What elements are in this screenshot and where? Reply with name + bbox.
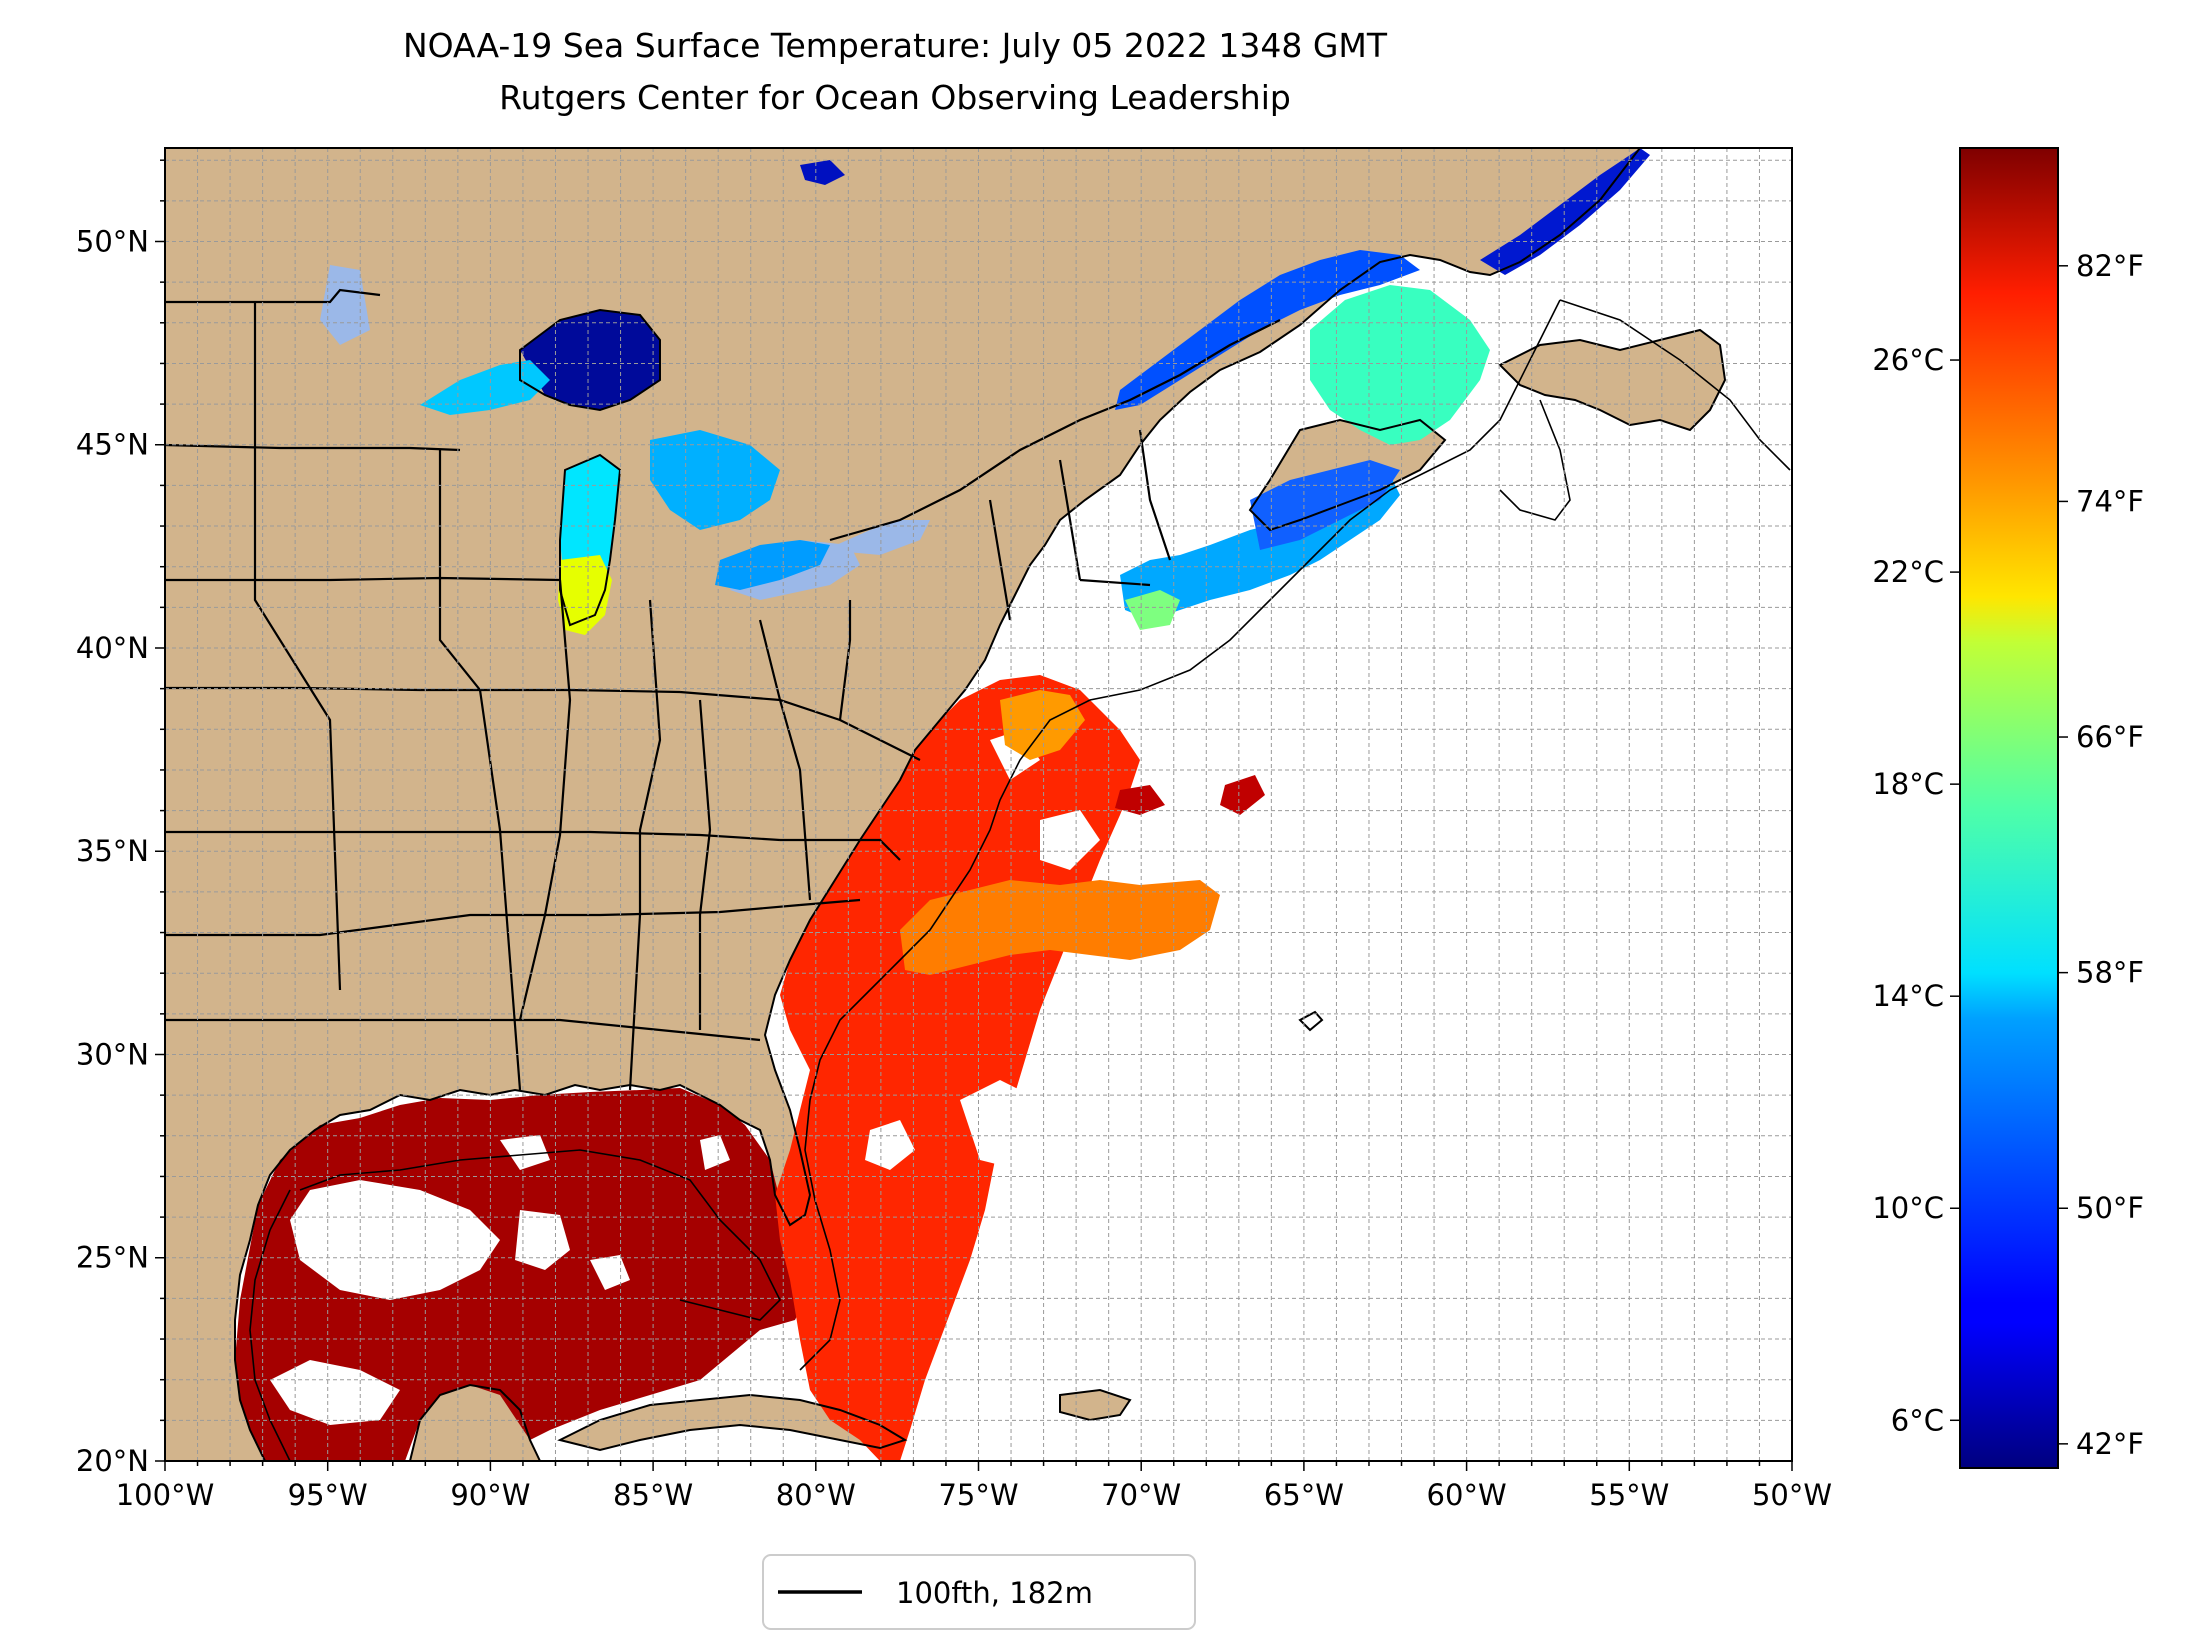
colorbar-celsius-label: 18°C — [1872, 767, 1944, 801]
coastlines — [234, 148, 1727, 1461]
lat-tick-label: 30°N — [76, 1037, 149, 1071]
sst-midatlantic-orange — [1000, 690, 1085, 760]
colorbar-celsius-label: 10°C — [1872, 1191, 1944, 1225]
sst-labrador-cold — [1480, 148, 1650, 275]
map-area — [165, 148, 1792, 1461]
lon-tick-label: 100°W — [116, 1478, 215, 1512]
sst-offshore-eddy-1 — [1220, 775, 1265, 815]
lon-tick-label: 90°W — [450, 1478, 530, 1512]
sst-st-lawrence-river — [1115, 250, 1420, 410]
colorbar-celsius-label: 26°C — [1872, 343, 1944, 377]
map-title: NOAA-19 Sea Surface Temperature: July 05… — [402, 26, 1388, 65]
sst-lake-superior — [520, 310, 660, 410]
colorbar — [1959, 147, 2059, 1469]
colorbar-fahrenheit-label: 50°F — [2076, 1191, 2144, 1225]
lon-tick-label: 65°W — [1264, 1478, 1344, 1512]
colorbar-fahrenheit-label: 74°F — [2076, 484, 2144, 518]
legend-box — [762, 1554, 1196, 1630]
sst-gulf-st-lawrence — [1310, 285, 1490, 445]
graticule — [165, 148, 1792, 1461]
colorbar-fahrenheit-label: 82°F — [2076, 249, 2144, 283]
land-hispaniola — [1060, 1390, 1130, 1420]
sst-data-swath — [235, 148, 1650, 1461]
lon-tick-label: 80°W — [776, 1478, 856, 1512]
land-newfoundland — [1500, 330, 1725, 430]
land-cuba — [560, 1395, 905, 1450]
sst-hatteras-orange — [900, 880, 1220, 975]
lat-tick-label: 35°N — [76, 834, 149, 868]
sst-longisland-green — [1125, 590, 1180, 630]
colorbar-fahrenheit-label: 58°F — [2076, 956, 2144, 990]
sst-lake-superior-west — [420, 360, 550, 415]
sst-atlantic-warm — [775, 675, 1140, 1461]
colorbar-celsius-axis: 6°C 10°C 14°C 18°C 22°C 26°C — [1872, 343, 1960, 1437]
lat-tick-label: 25°N — [76, 1241, 149, 1275]
lat-tick-label: 20°N — [76, 1444, 149, 1478]
longitude-axis: 100°W 95°W 90°W 85°W 80°W 75°W 70°W 65°W 60°W 55°… — [116, 1461, 1832, 1512]
lat-tick-label: 40°N — [76, 631, 149, 665]
political-boundaries — [165, 288, 1281, 1091]
sst-scotian-shelf — [1250, 460, 1400, 550]
sst-offshore-eddy-2 — [1115, 785, 1165, 815]
legend-label: 100fth, 182m — [896, 1576, 1093, 1610]
legend: 100fth, 182m — [762, 1554, 1196, 1630]
colorbar-fahrenheit-label: 42°F — [2076, 1427, 2144, 1461]
lat-tick-label: 45°N — [76, 428, 149, 462]
sst-hudson-bay-spot — [800, 160, 845, 185]
land-north-america — [165, 148, 1640, 1461]
sst-gulf-of-mexico — [235, 1088, 810, 1461]
lon-tick-label: 70°W — [1101, 1478, 1181, 1512]
gulf-cloud-patches — [270, 1135, 730, 1425]
lon-tick-label: 85°W — [613, 1478, 693, 1512]
colorbar-celsius-label: 14°C — [1872, 979, 1944, 1013]
lon-tick-label: 95°W — [288, 1478, 368, 1512]
lat-tick-label: 50°N — [76, 224, 149, 258]
latitude-axis: 20°N 25°N 30°N 35°N 40°N 45°N 50°N — [76, 159, 165, 1478]
lon-tick-label: 60°W — [1427, 1478, 1507, 1512]
colorbar-fahrenheit-label: 66°F — [2076, 720, 2144, 754]
sst-lake-huron — [650, 430, 780, 530]
sst-lake-michigan-south — [558, 555, 612, 635]
map-subtitle: Rutgers Center for Ocean Observing Leade… — [499, 78, 1291, 117]
lon-tick-label: 75°W — [938, 1478, 1018, 1512]
colorbar-celsius-label: 6°C — [1891, 1403, 1944, 1437]
colorbar-celsius-label: 22°C — [1872, 555, 1944, 589]
lon-tick-label: 50°W — [1752, 1478, 1832, 1512]
colorbar-fahrenheit-axis: 42°F 50°F 58°F 66°F 74°F 82°F — [2058, 249, 2144, 1461]
lon-tick-label: 55°W — [1589, 1478, 1669, 1512]
sst-lake-erie-ontario — [715, 540, 830, 590]
